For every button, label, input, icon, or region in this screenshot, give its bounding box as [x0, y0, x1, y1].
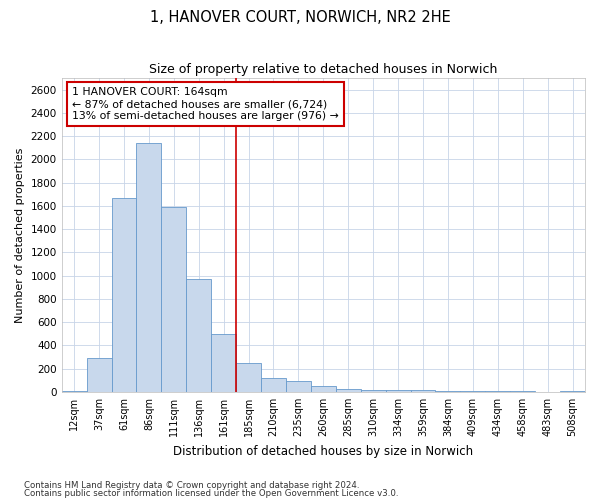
- Y-axis label: Number of detached properties: Number of detached properties: [15, 148, 25, 322]
- Bar: [560, 391, 585, 392]
- Bar: [236, 363, 261, 392]
- Title: Size of property relative to detached houses in Norwich: Size of property relative to detached ho…: [149, 62, 497, 76]
- Text: Contains public sector information licensed under the Open Government Licence v3: Contains public sector information licen…: [24, 489, 398, 498]
- Bar: [62, 391, 86, 392]
- Bar: [361, 390, 386, 392]
- Bar: [161, 207, 186, 392]
- Bar: [436, 391, 460, 392]
- Text: 1, HANOVER COURT, NORWICH, NR2 2HE: 1, HANOVER COURT, NORWICH, NR2 2HE: [149, 10, 451, 25]
- Bar: [261, 378, 286, 392]
- Text: 1 HANOVER COURT: 164sqm
← 87% of detached houses are smaller (6,724)
13% of semi: 1 HANOVER COURT: 164sqm ← 87% of detache…: [72, 88, 339, 120]
- Bar: [336, 388, 361, 392]
- Bar: [112, 198, 136, 392]
- X-axis label: Distribution of detached houses by size in Norwich: Distribution of detached houses by size …: [173, 444, 473, 458]
- Bar: [386, 390, 410, 392]
- Bar: [86, 358, 112, 392]
- Bar: [211, 334, 236, 392]
- Bar: [460, 391, 485, 392]
- Bar: [410, 390, 436, 392]
- Bar: [136, 143, 161, 392]
- Bar: [286, 381, 311, 392]
- Text: Contains HM Land Registry data © Crown copyright and database right 2024.: Contains HM Land Registry data © Crown c…: [24, 480, 359, 490]
- Bar: [186, 279, 211, 392]
- Bar: [311, 386, 336, 392]
